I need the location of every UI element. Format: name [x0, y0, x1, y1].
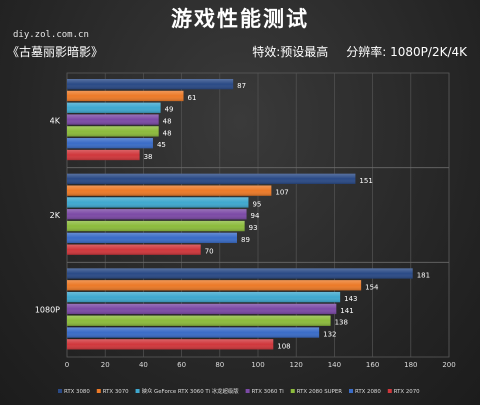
- data-label: 151: [359, 177, 372, 185]
- bar-shade: [67, 280, 362, 291]
- data-label: 132: [323, 330, 336, 338]
- legend-swatch: [135, 389, 140, 393]
- source-url: diy.zol.com.cn: [13, 30, 89, 40]
- data-label: 45: [157, 141, 166, 149]
- data-label: 141: [340, 307, 353, 315]
- x-tick-label: 80: [215, 361, 224, 369]
- legend-swatch: [349, 389, 353, 393]
- x-tick-label: 60: [177, 361, 186, 369]
- bar-shade: [67, 114, 159, 125]
- legend-label: RTX 3080: [64, 389, 90, 395]
- x-tick-label: 160: [366, 361, 379, 369]
- data-label: 48: [163, 129, 172, 137]
- legend-swatch: [58, 389, 62, 393]
- y-category-label: 4K: [50, 116, 61, 125]
- bar-shade: [67, 339, 274, 350]
- data-label: 49: [165, 106, 174, 114]
- bar-shade: [67, 315, 331, 326]
- bar-shade: [67, 149, 140, 161]
- legend-swatch: [245, 389, 250, 393]
- bar-shade: [67, 327, 320, 338]
- legend-swatch: [290, 389, 295, 393]
- x-tick-label: 40: [139, 361, 148, 369]
- legend-label: 映众 GeForce RTX 3060 Ti 冰龙超级版: [142, 387, 240, 395]
- data-label: 48: [163, 118, 172, 126]
- data-label: 70: [205, 248, 214, 256]
- y-category-label: 1080P: [35, 306, 60, 315]
- legend-label: RTX 3060 Ti: [252, 389, 284, 395]
- resolution-setting: 分辨率: 1080P/2K/4K: [346, 45, 467, 59]
- bar-shade: [67, 79, 234, 90]
- data-label: 94: [251, 212, 260, 220]
- data-label: 143: [344, 295, 357, 303]
- legend-label: RTX 2080: [355, 389, 381, 395]
- bar-shade: [67, 90, 184, 102]
- game-title: 《古墓丽影暗影》: [7, 45, 104, 59]
- x-tick-label: 120: [290, 361, 303, 369]
- bar-shade: [67, 173, 356, 184]
- legend-label: RTX 3070: [103, 389, 129, 395]
- y-category-label: 2K: [50, 211, 61, 220]
- data-label: 138: [335, 319, 348, 327]
- bar-shade: [67, 126, 159, 137]
- settings-info: 特效:预设最高 分辨率: 1080P/2K/4K: [252, 43, 467, 60]
- bar-shade: [67, 303, 337, 315]
- data-label: 38: [144, 153, 153, 161]
- data-label: 87: [237, 82, 246, 90]
- bar-shade: [67, 197, 249, 208]
- legend-label: RTX 2070: [394, 389, 420, 395]
- data-label: 95: [252, 200, 261, 208]
- data-label: 93: [249, 224, 258, 232]
- data-label: 108: [277, 342, 290, 350]
- data-label: 107: [275, 189, 288, 197]
- effects-setting: 特效:预设最高: [252, 45, 329, 59]
- bar-shade: [67, 220, 245, 232]
- plot-area: 0 20 40 60 80 100 120 140 160 180 200 4K 87 61 49 48 48 4…: [35, 72, 456, 395]
- bar-shade: [67, 291, 341, 303]
- x-tick-label: 20: [101, 361, 110, 369]
- data-label: 89: [241, 236, 250, 244]
- data-label: 181: [417, 271, 430, 279]
- x-tick-label: 100: [251, 361, 264, 369]
- bar-shade: [67, 102, 161, 113]
- bar-shade: [67, 138, 153, 149]
- bar-shade: [67, 232, 237, 244]
- bar-shade: [67, 268, 413, 279]
- x-tick-label: 0: [65, 361, 69, 369]
- legend-label: RTX 2080 SUPER: [297, 389, 343, 395]
- legend-swatch: [96, 389, 101, 393]
- data-label: 61: [188, 94, 197, 102]
- bar-shade: [67, 244, 201, 255]
- chart-title: 游戏性能测试: [171, 7, 309, 31]
- x-tick-label: 200: [442, 361, 455, 369]
- bar-shade: [67, 185, 272, 196]
- bar-shade: [67, 209, 247, 220]
- data-label: 154: [365, 283, 379, 291]
- legend-swatch: [387, 389, 392, 393]
- x-tick-label: 180: [404, 361, 417, 369]
- x-tick-label: 140: [328, 361, 341, 369]
